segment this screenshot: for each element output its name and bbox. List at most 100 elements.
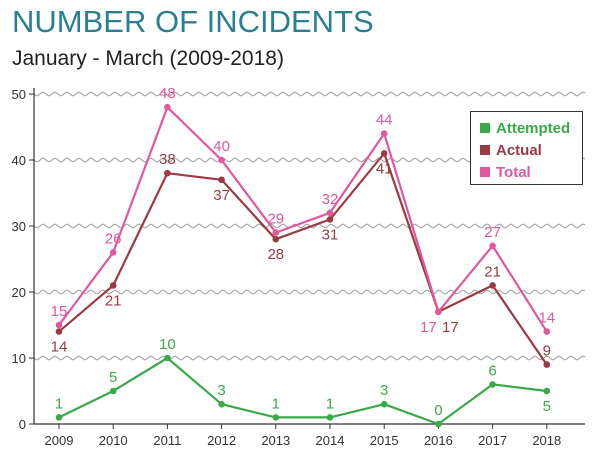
series-line-actual xyxy=(58,152,548,366)
chart-subtitle: January - March (2009-2018) xyxy=(12,47,284,70)
data-label-actual-2017: 21 xyxy=(484,263,501,280)
y-tick-label-20: 20 xyxy=(12,285,26,300)
series-line-total xyxy=(58,106,548,333)
data-label-attempted-2017: 6 xyxy=(488,362,496,379)
data-label-attempted-2010: 5 xyxy=(109,369,117,386)
data-point-actual-2010 xyxy=(109,282,117,289)
legend-label-attempted: Attempted xyxy=(496,119,571,137)
data-label-total-2009: 15 xyxy=(51,303,68,320)
chart-legend: Attempted Actual Total xyxy=(470,111,583,185)
legend-label-total: Total xyxy=(496,163,531,181)
data-point-attempted-2016 xyxy=(435,420,442,428)
data-point-actual-2009 xyxy=(55,328,63,335)
data-label-attempted-2009: 1 xyxy=(55,395,63,412)
data-label-total-2015: 44 xyxy=(376,112,393,129)
data-point-total-2017 xyxy=(489,242,496,250)
x-tick-label-2018: 2018 xyxy=(532,433,561,448)
gridline-20 xyxy=(33,289,586,295)
axes xyxy=(29,88,585,429)
legend-swatch-actual xyxy=(480,145,490,155)
data-label-total-2010: 26 xyxy=(105,230,122,247)
data-label-attempted-2014: 1 xyxy=(326,395,334,412)
y-tick-labels: 0 10 20 30 40 50 xyxy=(12,87,26,432)
legend-item-attempted: Attempted xyxy=(480,117,582,139)
legend-label-actual: Actual xyxy=(496,141,542,159)
data-point-total-2009 xyxy=(55,321,63,329)
data-label-total-2018: 14 xyxy=(538,310,555,327)
data-point-attempted-2015 xyxy=(380,400,388,408)
data-point-actual-2013 xyxy=(272,235,280,243)
data-point-total-2010 xyxy=(109,249,117,256)
legend-swatch-attempted xyxy=(480,123,490,133)
x-tick-label-2010: 2010 xyxy=(99,433,128,448)
data-point-total-2013 xyxy=(272,229,280,236)
data-point-total-2011 xyxy=(164,103,171,111)
gridline-10 xyxy=(33,355,586,361)
legend-item-actual: Actual xyxy=(480,139,582,161)
data-label-actual-2015: 41 xyxy=(376,160,393,177)
data-point-total-2015 xyxy=(380,130,388,137)
data-point-actual-2017 xyxy=(489,282,496,289)
x-tick-label-2011: 2011 xyxy=(153,433,181,448)
data-point-attempted-2017 xyxy=(489,381,496,388)
data-label-total-2012: 40 xyxy=(213,138,230,155)
data-point-attempted-2012 xyxy=(218,400,225,408)
x-tick-label-2016: 2016 xyxy=(424,433,453,448)
gridline-30 xyxy=(33,223,586,229)
data-point-attempted-2009 xyxy=(55,414,63,421)
legend-swatch-total xyxy=(480,167,490,177)
data-label-actual-2009: 14 xyxy=(51,339,68,356)
data-label-actual-2011: 38 xyxy=(159,151,176,168)
x-tick-label-2012: 2012 xyxy=(207,433,236,448)
data-label-total-2016: 17 xyxy=(420,319,437,336)
data-point-total-2014 xyxy=(326,209,334,217)
series-lines xyxy=(55,103,551,428)
data-point-total-2016 xyxy=(435,308,442,316)
data-point-attempted-2011 xyxy=(164,354,171,362)
data-point-actual-2011 xyxy=(164,169,171,177)
data-point-actual-2012 xyxy=(218,176,225,184)
y-tick-label-40: 40 xyxy=(12,153,26,168)
data-label-attempted-2015: 3 xyxy=(380,382,388,399)
legend-item-total: Total xyxy=(480,161,582,183)
data-point-attempted-2010 xyxy=(109,387,117,395)
data-label-actual-2016: 17 xyxy=(442,319,459,336)
data-label-total-2017: 27 xyxy=(484,224,501,241)
y-tick-label-0: 0 xyxy=(19,417,26,432)
data-label-actual-2010: 21 xyxy=(105,292,122,309)
gridline-50 xyxy=(33,91,586,97)
data-point-actual-2014 xyxy=(326,216,334,223)
data-label-actual-2018: 9 xyxy=(543,343,551,360)
x-tick-label-2013: 2013 xyxy=(261,433,290,448)
data-point-attempted-2018 xyxy=(543,387,551,395)
data-label-total-2014: 32 xyxy=(322,191,339,208)
data-point-actual-2015 xyxy=(380,150,388,157)
data-label-total-2011: 48 xyxy=(159,85,176,102)
data-point-total-2018 xyxy=(543,328,551,335)
x-tick-label-2009: 2009 xyxy=(45,433,74,448)
data-label-attempted-2011: 10 xyxy=(159,336,176,353)
chart-title: NUMBER OF INCIDENTS xyxy=(12,4,374,39)
data-label-actual-2012: 37 xyxy=(213,187,230,204)
data-label-attempted-2013: 1 xyxy=(272,395,280,412)
x-tick-labels: 2009 2010 2011 2012 2013 2014 2015 2016 2017 2018 xyxy=(45,433,562,448)
data-label-actual-2014: 31 xyxy=(322,226,339,243)
data-label-actual-2013: 28 xyxy=(267,246,284,263)
x-tick-label-2014: 2014 xyxy=(316,433,345,448)
data-point-actual-2018 xyxy=(543,361,551,368)
data-label-attempted-2016: 0 xyxy=(434,402,442,419)
data-point-total-2012 xyxy=(218,156,225,164)
data-point-attempted-2014 xyxy=(326,414,334,421)
data-point-attempted-2013 xyxy=(272,414,280,421)
y-tick-label-10: 10 xyxy=(12,351,26,366)
series-line-attempted xyxy=(58,356,547,426)
x-tick-label-2017: 2017 xyxy=(478,433,507,448)
data-label-attempted-2012: 3 xyxy=(217,382,225,399)
x-tick-label-2015: 2015 xyxy=(370,433,399,448)
y-tick-label-50: 50 xyxy=(12,87,26,102)
y-tick-label-30: 30 xyxy=(12,219,26,234)
data-label-attempted-2018: 5 xyxy=(543,398,551,415)
data-label-total-2013: 29 xyxy=(267,211,284,228)
